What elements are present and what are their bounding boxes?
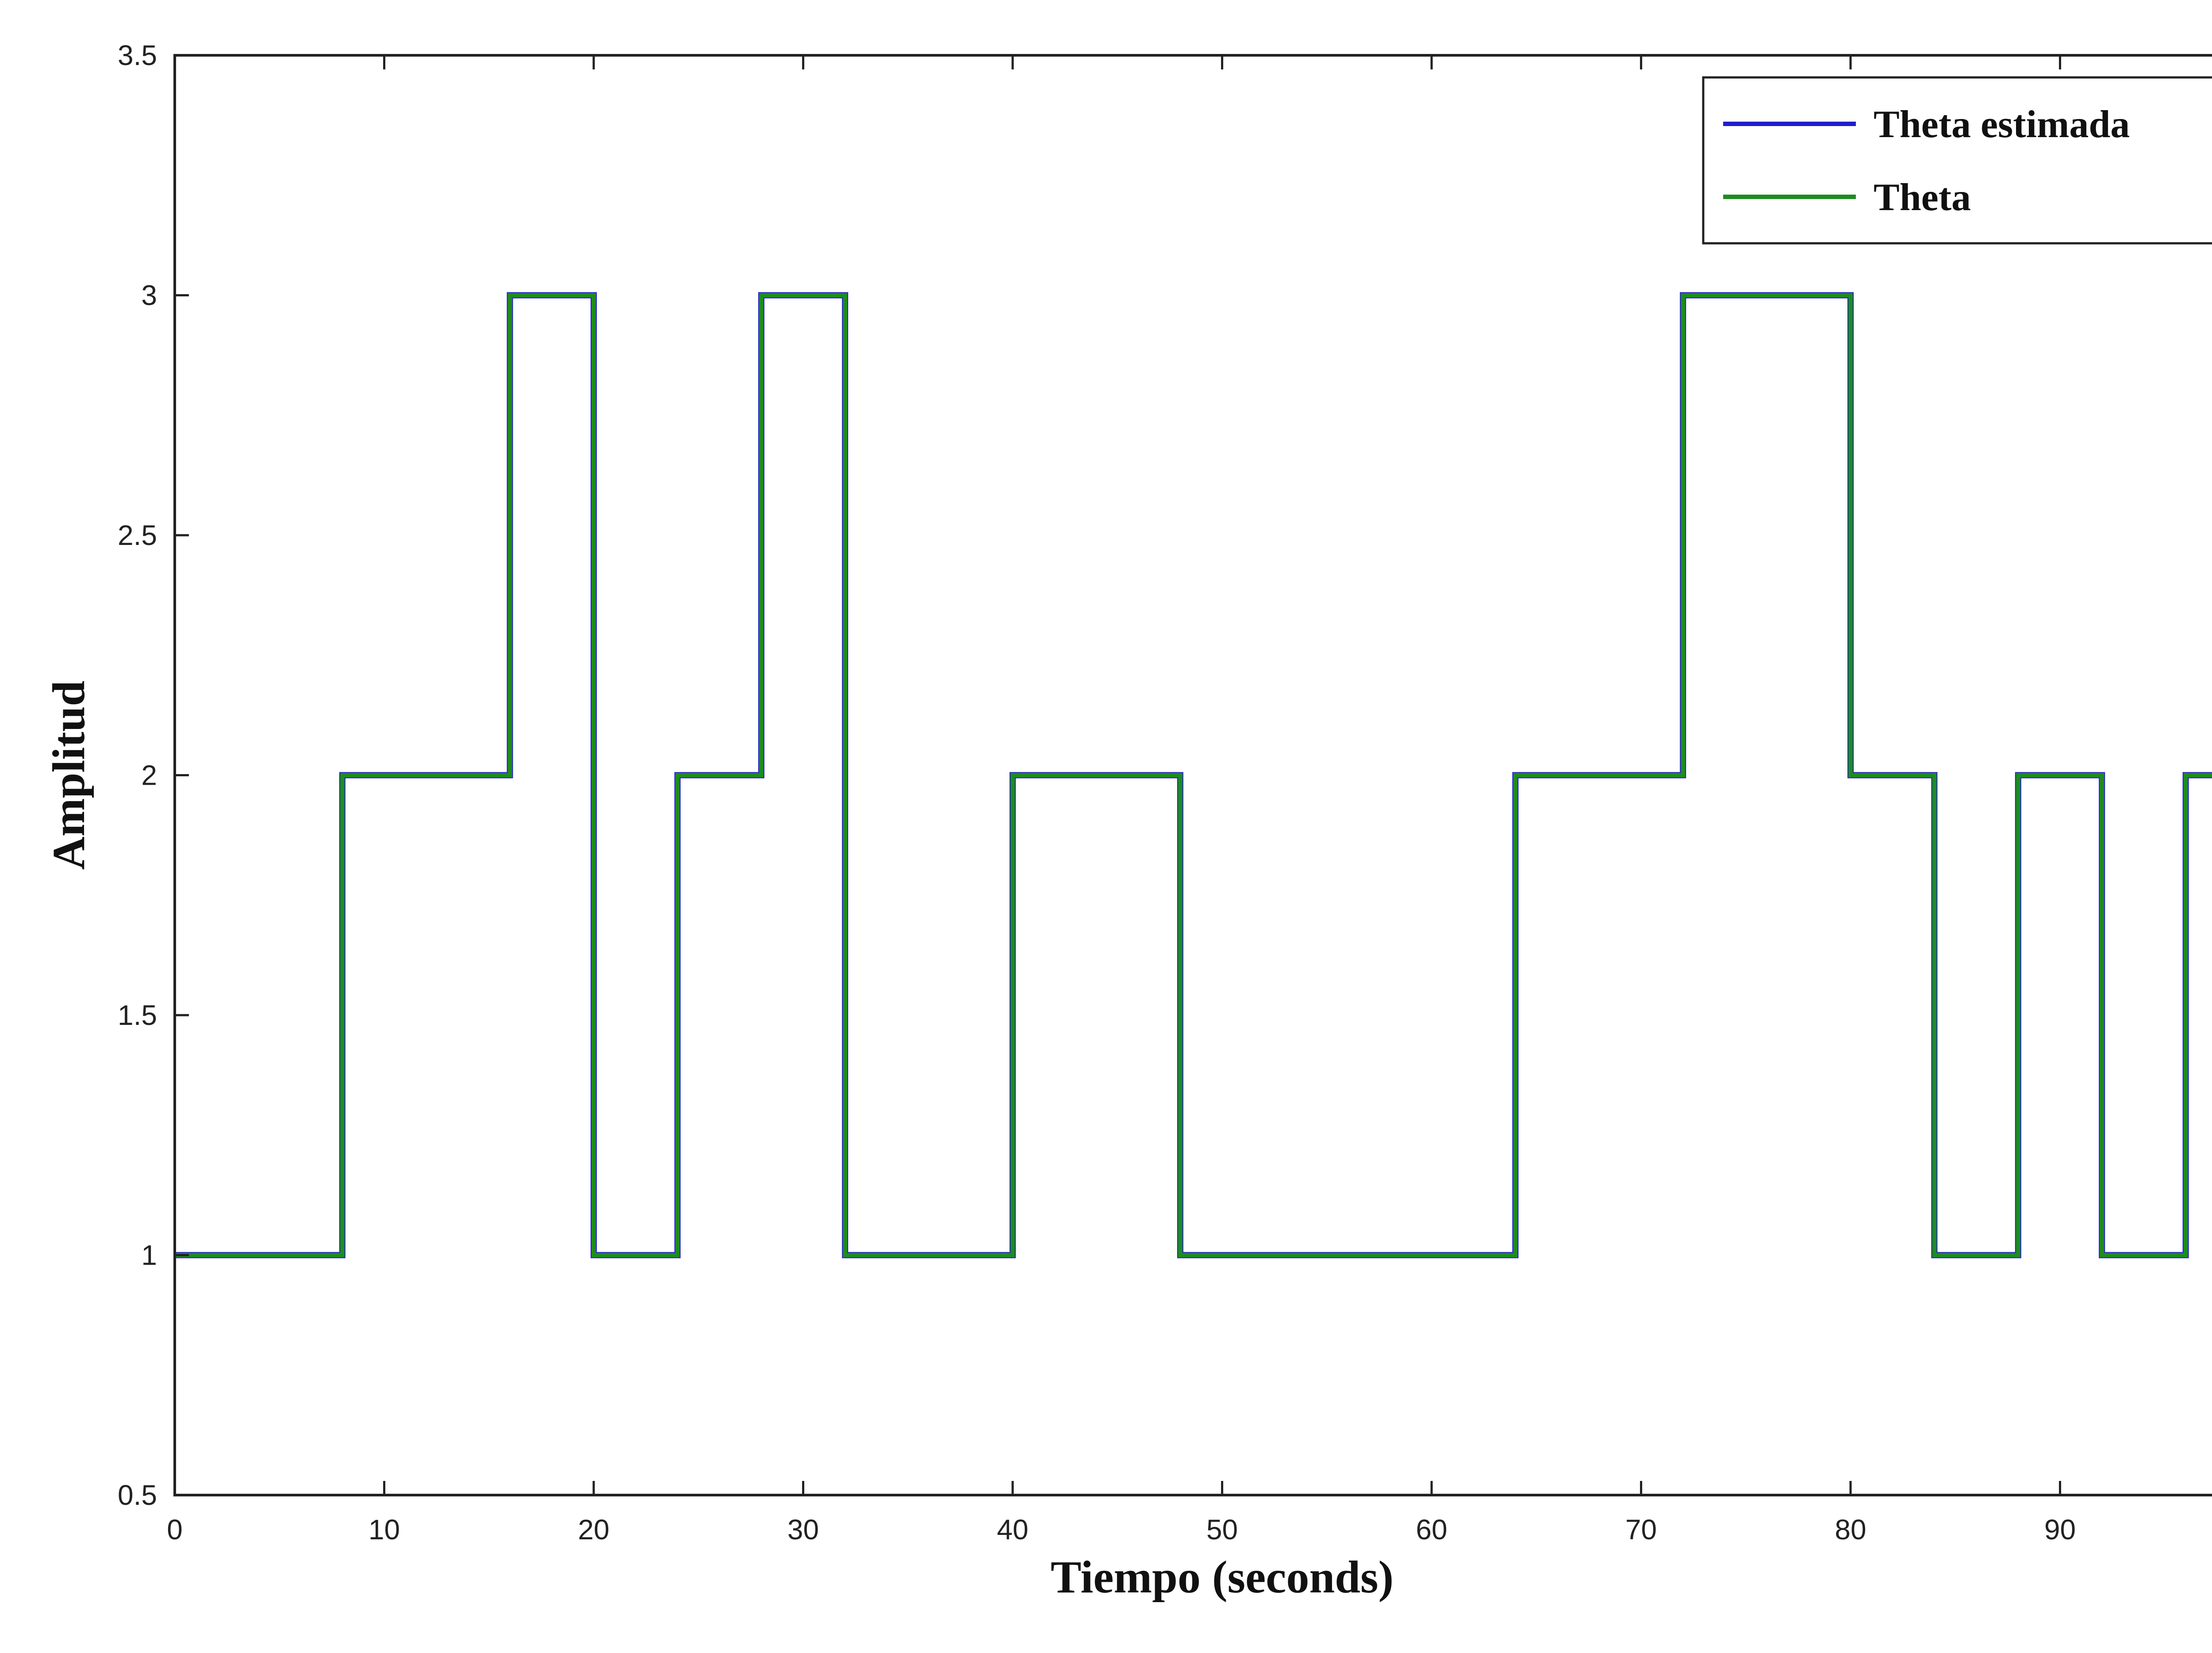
- tick-labels: 01020304050607080901000.511.522.533.5: [118, 39, 2076, 1546]
- y-tick-label: 0.5: [118, 1479, 157, 1511]
- y-tick-label: 3.5: [118, 39, 157, 71]
- legend: Theta estimada Theta: [1702, 76, 2212, 245]
- y-tick-label: 1: [141, 1239, 157, 1271]
- x-tick-label: 80: [1835, 1514, 1866, 1546]
- x-tick-label: 50: [1206, 1514, 1238, 1546]
- plot-frame: [173, 54, 2212, 1496]
- x-tick-label: 90: [2044, 1514, 2076, 1546]
- x-tick-label: 40: [997, 1514, 1028, 1546]
- y-tick-label: 3: [141, 280, 157, 311]
- x-tick-label: 30: [787, 1514, 819, 1546]
- y-tick-label: 2.5: [118, 519, 157, 551]
- x-tick-label: 20: [578, 1514, 609, 1546]
- x-tick-label: 0: [167, 1514, 183, 1546]
- x-tick-label: 60: [1416, 1514, 1447, 1546]
- y-axis-title: Amplitud: [43, 681, 94, 870]
- y-tick-label: 1.5: [118, 999, 157, 1031]
- y-tick-label: 2: [141, 759, 157, 791]
- legend-box: [1702, 76, 2212, 245]
- x-tick-label: 10: [369, 1514, 400, 1546]
- series-layer: [175, 292, 2212, 1258]
- x-axis-title: Tiempo (seconds): [1051, 1552, 1394, 1603]
- series-line-theta: [175, 293, 2212, 1258]
- legend-label-theta: Theta: [1874, 176, 1971, 219]
- legend-label-theta-estimada: Theta estimada: [1874, 103, 2130, 146]
- x-tick-label: 70: [1625, 1514, 1657, 1546]
